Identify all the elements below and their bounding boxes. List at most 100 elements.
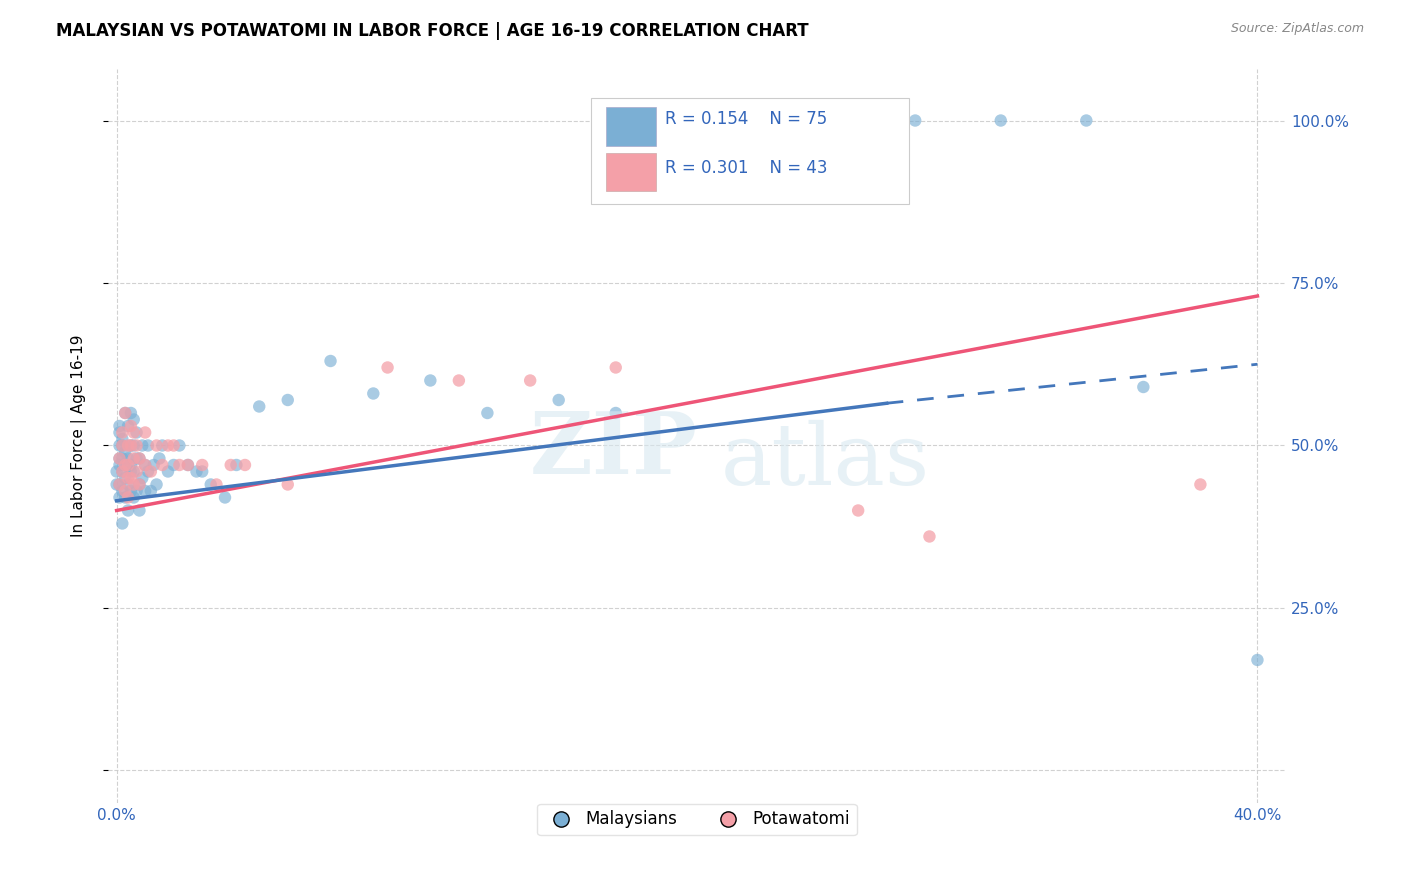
Point xyxy=(117,491,139,505)
Point xyxy=(122,451,145,466)
Point xyxy=(547,392,569,407)
Point xyxy=(191,458,214,472)
Point xyxy=(117,503,139,517)
Point xyxy=(111,483,134,498)
Point xyxy=(676,113,699,128)
FancyBboxPatch shape xyxy=(591,98,910,204)
Point xyxy=(200,477,222,491)
Point xyxy=(117,419,139,434)
Point xyxy=(125,483,148,498)
Point xyxy=(117,471,139,485)
Point xyxy=(114,406,136,420)
Point xyxy=(163,458,186,472)
Point xyxy=(1132,380,1154,394)
Point xyxy=(108,419,131,434)
Point xyxy=(122,412,145,426)
Point xyxy=(111,516,134,531)
Point xyxy=(125,425,148,440)
Point xyxy=(120,419,142,434)
Point xyxy=(128,477,150,491)
Point xyxy=(219,458,242,472)
Point xyxy=(1076,113,1098,128)
Point xyxy=(114,483,136,498)
Point xyxy=(477,406,499,420)
Point xyxy=(1189,477,1212,491)
FancyBboxPatch shape xyxy=(606,153,655,191)
Point xyxy=(122,425,145,440)
Point xyxy=(319,354,342,368)
Point xyxy=(846,503,869,517)
Point xyxy=(131,471,153,485)
Point xyxy=(117,477,139,491)
Point xyxy=(108,425,131,440)
Point xyxy=(131,438,153,452)
Point xyxy=(247,400,270,414)
Point xyxy=(128,477,150,491)
Point xyxy=(225,458,247,472)
Point xyxy=(114,471,136,485)
Point xyxy=(918,529,941,543)
Point xyxy=(114,491,136,505)
Point xyxy=(105,477,128,491)
Point xyxy=(233,458,256,472)
Point xyxy=(114,406,136,420)
Point xyxy=(111,432,134,446)
Point xyxy=(990,113,1012,128)
Point xyxy=(117,458,139,472)
Point xyxy=(134,425,156,440)
Text: atlas: atlas xyxy=(720,420,929,503)
Point xyxy=(419,374,441,388)
Point xyxy=(377,360,399,375)
Point xyxy=(163,438,186,452)
Point xyxy=(145,438,167,452)
Point xyxy=(277,477,299,491)
Point xyxy=(169,458,191,472)
Point xyxy=(111,438,134,452)
Point xyxy=(148,451,170,466)
Point xyxy=(120,458,142,472)
Point xyxy=(120,465,142,479)
Point xyxy=(108,477,131,491)
Point xyxy=(177,458,200,472)
Point xyxy=(363,386,385,401)
Point xyxy=(120,438,142,452)
Point xyxy=(114,458,136,472)
Point xyxy=(108,438,131,452)
Point xyxy=(120,406,142,420)
Point xyxy=(125,465,148,479)
Point xyxy=(108,477,131,491)
Point xyxy=(136,438,159,452)
Text: R = 0.301    N = 43: R = 0.301 N = 43 xyxy=(665,159,828,177)
Point xyxy=(169,438,191,452)
Point xyxy=(177,458,200,472)
Text: Source: ZipAtlas.com: Source: ZipAtlas.com xyxy=(1230,22,1364,36)
Point xyxy=(125,451,148,466)
Point xyxy=(122,438,145,452)
Point xyxy=(205,477,228,491)
Point xyxy=(120,483,142,498)
Point xyxy=(114,445,136,459)
Point xyxy=(122,491,145,505)
Point xyxy=(108,458,131,472)
Y-axis label: In Labor Force | Age 16-19: In Labor Force | Age 16-19 xyxy=(72,334,87,537)
Point xyxy=(186,465,208,479)
Point xyxy=(128,451,150,466)
Point xyxy=(156,465,179,479)
Point xyxy=(1246,653,1268,667)
Point xyxy=(136,465,159,479)
Point xyxy=(111,451,134,466)
Point xyxy=(139,483,162,498)
Point xyxy=(139,465,162,479)
Point xyxy=(120,471,142,485)
Point xyxy=(111,425,134,440)
Legend: Malaysians, Potawatomi: Malaysians, Potawatomi xyxy=(537,804,856,835)
Point xyxy=(761,113,783,128)
Point xyxy=(120,438,142,452)
Point xyxy=(145,477,167,491)
Point xyxy=(519,374,541,388)
Point xyxy=(447,374,470,388)
Point xyxy=(605,360,627,375)
Point xyxy=(111,465,134,479)
Point xyxy=(134,458,156,472)
Point xyxy=(156,438,179,452)
